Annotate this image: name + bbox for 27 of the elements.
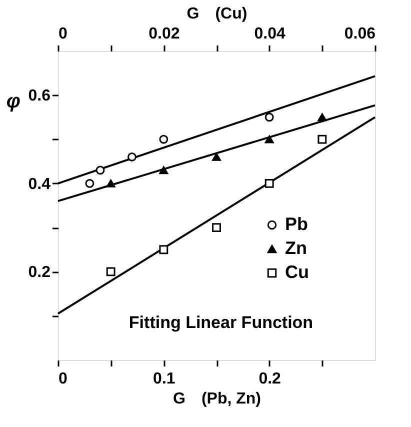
point [106, 179, 116, 188]
y-axis-title: φ [6, 90, 20, 112]
point [128, 152, 136, 162]
x2-tick-label: 0.02 [148, 26, 180, 42]
legend-label: Cu [285, 262, 309, 282]
y-tick-label: 0.6 [28, 88, 51, 105]
annotation: Fitting Linear Function [128, 313, 314, 332]
x-tick-label: 0 [58, 370, 68, 388]
point [212, 152, 221, 161]
point [264, 135, 274, 144]
x-tick-label: 0.2 [258, 370, 282, 388]
point [318, 113, 327, 122]
point [96, 166, 105, 175]
x-tick-label: 0.1 [153, 370, 176, 388]
point [264, 112, 274, 122]
legend-label: Zn [285, 238, 307, 258]
x2-tick-label: 0 [58, 26, 68, 42]
x-axis-title: G (Pb, Zn) [173, 390, 261, 408]
point [159, 134, 168, 144]
y-tick-label: 0.4 [28, 176, 51, 193]
point [159, 166, 168, 174]
x2-tick-label: 0.06 [344, 26, 376, 42]
x2-axis-title: G (Cu) [186, 6, 248, 22]
legend-label: Pb [285, 214, 308, 234]
y-tick-label: 0.2 [28, 264, 51, 282]
x2-tick-label: 0.04 [254, 26, 286, 42]
point [85, 178, 94, 188]
